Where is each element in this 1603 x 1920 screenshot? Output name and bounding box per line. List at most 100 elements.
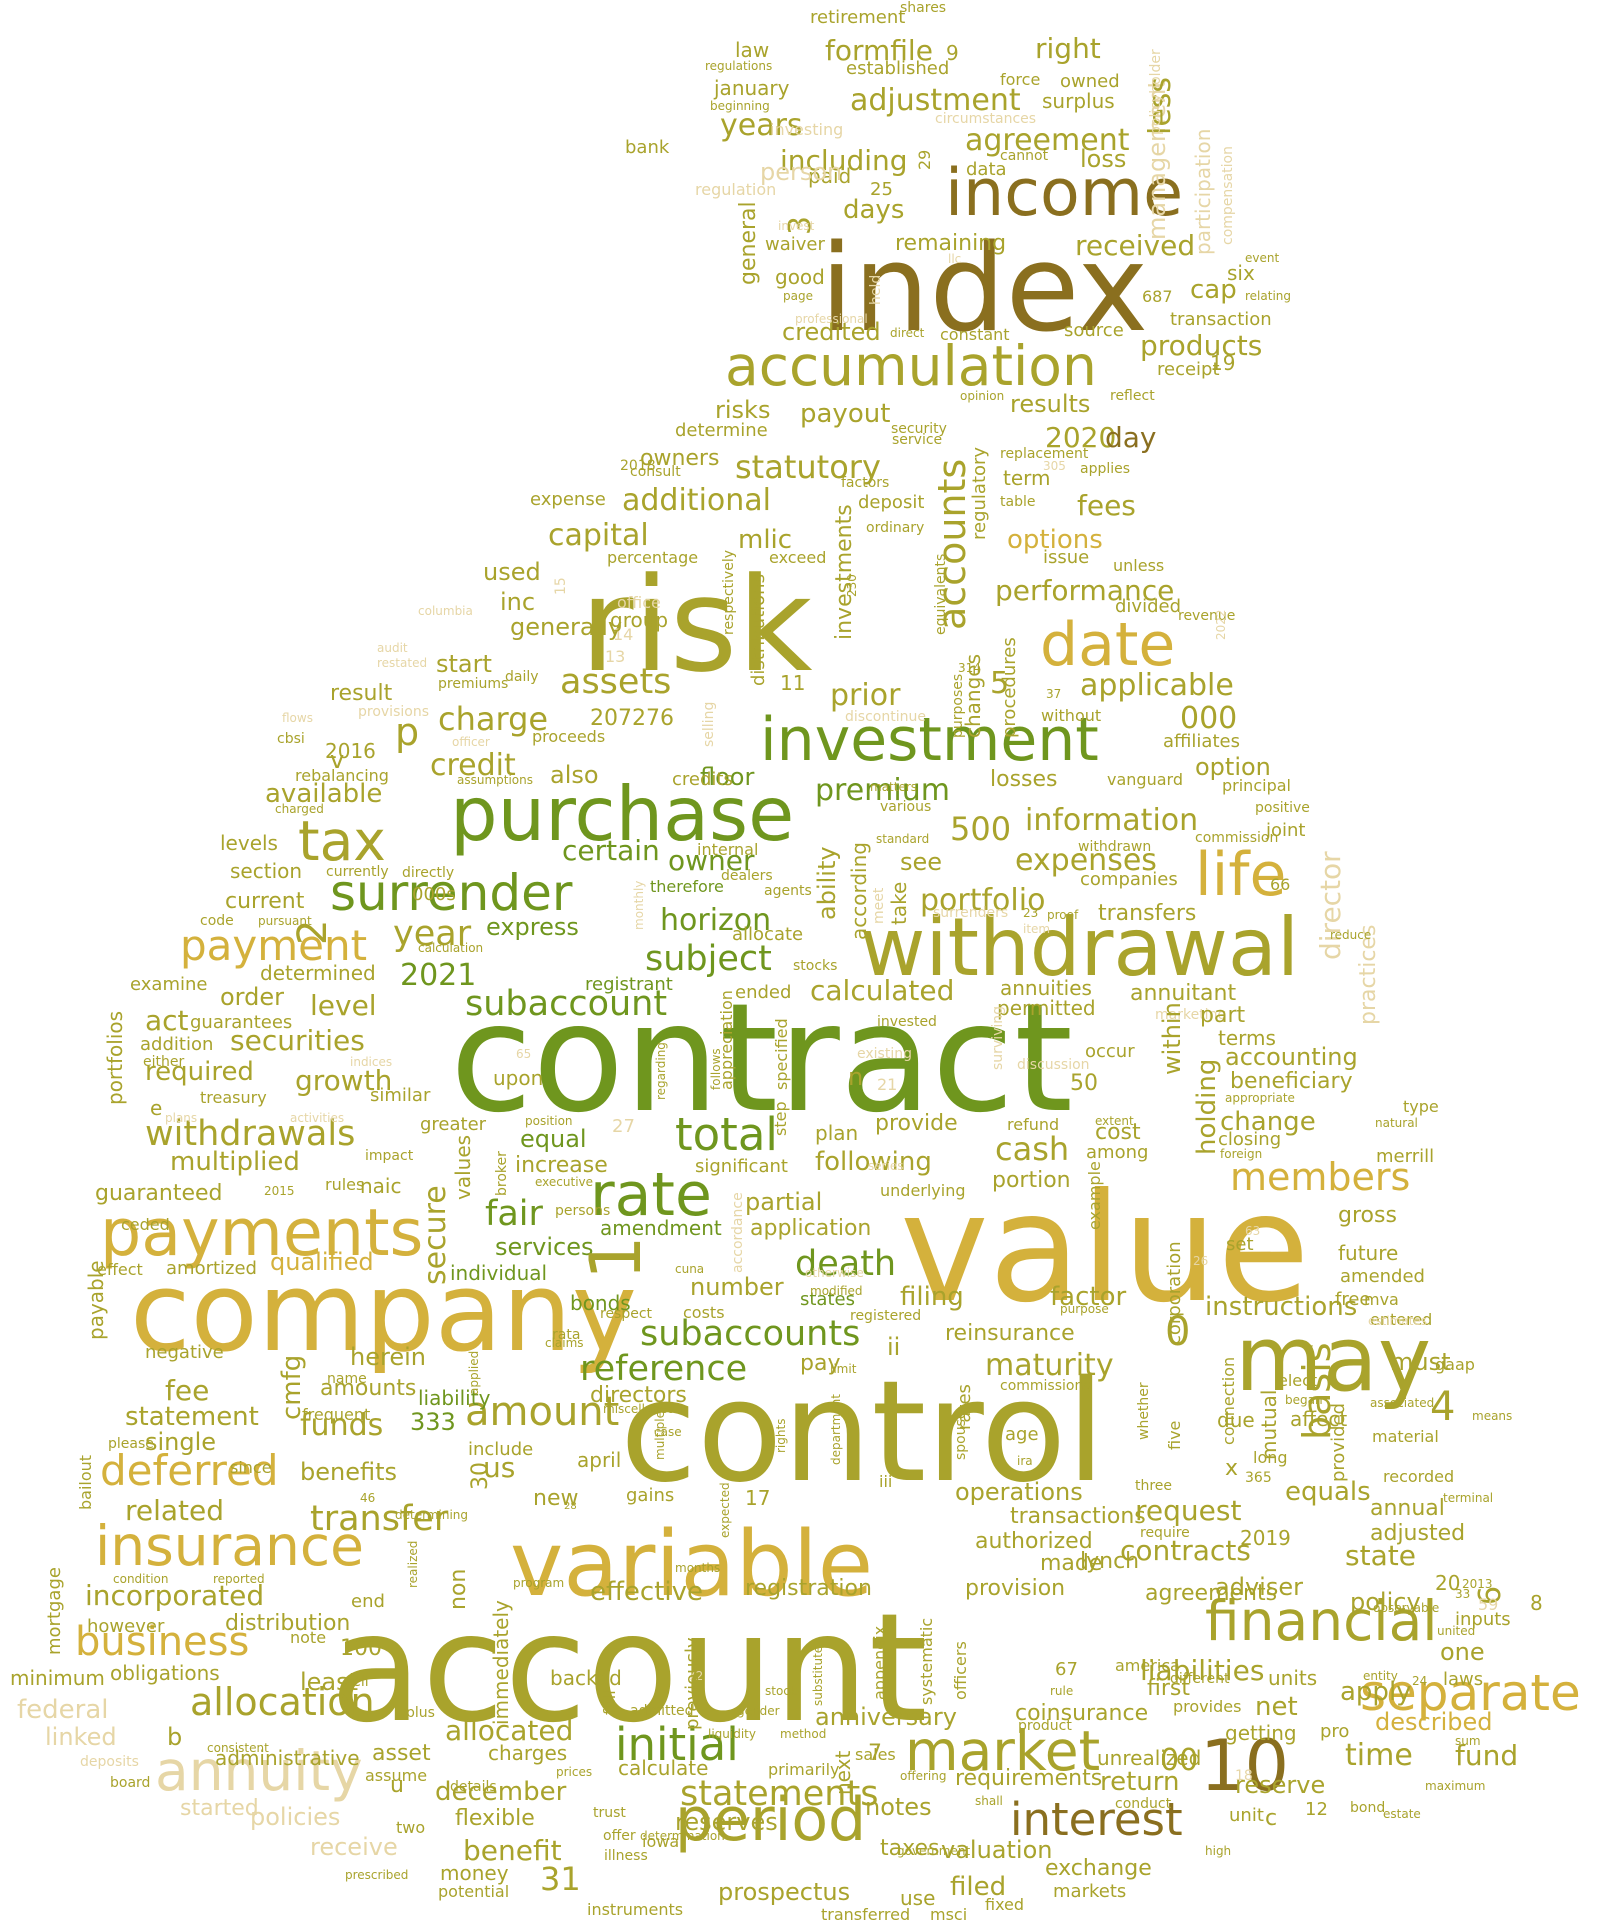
cloud-word: ordinary: [866, 520, 924, 536]
cloud-word: board: [110, 1775, 150, 1791]
cloud-word: act: [145, 1004, 189, 1037]
cloud-word: valuation: [941, 1836, 1052, 1864]
cloud-word: new: [533, 1486, 578, 1511]
cloud-word: foreign: [1220, 1147, 1262, 1161]
cloud-word: inputs: [1455, 1609, 1511, 1630]
cloud-word: maximum: [1425, 1779, 1485, 1793]
cloud-word: deposits: [80, 1754, 139, 1770]
cloud-word: may: [1235, 1307, 1431, 1412]
cloud-word: companies: [1080, 869, 1178, 890]
cloud-word: adjustment: [850, 83, 1021, 118]
cloud-word: full: [600, 1690, 619, 1715]
cloud-word: mutual: [1257, 1390, 1281, 1461]
cloud-word: future: [1338, 1241, 1398, 1265]
cloud-word: corporation: [1164, 1241, 1185, 1345]
cloud-word: policies: [250, 1803, 340, 1831]
cloud-word: including: [780, 144, 908, 177]
cloud-word: 31: [540, 1860, 581, 1898]
cloud-word: selling: [701, 702, 717, 747]
cloud-word: lynch: [1080, 1549, 1139, 1574]
cloud-word: tax: [298, 809, 386, 873]
cloud-word: number: [690, 1273, 784, 1301]
cloud-word: office: [617, 593, 661, 612]
cloud-word: daily: [505, 669, 539, 685]
cloud-word: material: [1372, 1427, 1439, 1446]
cloud-word: elect: [1278, 1371, 1317, 1390]
cloud-word: coinsurance: [1015, 1701, 1148, 1726]
cloud-word: 13: [605, 647, 625, 666]
cloud-word: results: [1010, 390, 1090, 418]
cloud-word: either: [143, 1054, 184, 1070]
cloud-word: agreements: [1145, 1581, 1277, 1606]
cloud-word: 15: [553, 577, 569, 595]
cloud-word: x: [1225, 1456, 1238, 1481]
cloud-word: related: [125, 1494, 224, 1527]
cloud-word: management: [1143, 79, 1171, 240]
cloud-word: time: [1345, 1738, 1413, 1773]
cloud-word: 50: [1070, 1071, 1098, 1096]
cloud-word: company: [130, 1248, 637, 1376]
cloud-word: end: [351, 1591, 385, 1612]
cloud-word: gaap: [1435, 1355, 1475, 1374]
cloud-word: 3: [783, 216, 818, 235]
cloud-word: high: [1205, 1844, 1231, 1858]
cloud-word: trust: [593, 1805, 626, 1821]
cloud-word: claims: [545, 1336, 584, 1350]
cloud-word: money: [440, 1861, 509, 1885]
cloud-word: professional: [795, 312, 868, 326]
cloud-word: registration: [745, 1576, 872, 1601]
cloud-word: unit: [1229, 1805, 1264, 1826]
cloud-word: united: [1437, 1624, 1475, 1638]
cloud-word: mlic: [738, 525, 792, 555]
cloud-word: individual: [450, 1261, 547, 1285]
cloud-word: information: [1025, 803, 1198, 838]
cloud-word: floor: [700, 763, 754, 791]
cloud-word: annuitant: [1130, 981, 1236, 1006]
cloud-word: commission: [1195, 830, 1278, 846]
cloud-word: page: [783, 289, 813, 303]
cloud-word: subaccount: [465, 984, 667, 1024]
cloud-word: owned: [1060, 71, 1120, 92]
cloud-word: must: [1390, 1348, 1451, 1376]
cloud-word: paid: [808, 164, 851, 188]
cloud-word: accumulation: [725, 334, 1097, 398]
cloud-word: option: [1195, 753, 1271, 781]
cloud-word: consistent: [207, 1741, 269, 1755]
cloud-word: 37: [1046, 687, 1061, 701]
cloud-word: divided: [1115, 596, 1181, 617]
cloud-word: terms: [1218, 1026, 1276, 1050]
cloud-word: gross: [1338, 1203, 1397, 1228]
cloud-word: treasury: [200, 1088, 267, 1107]
cloud-word: u: [390, 1773, 404, 1798]
cloud-word: payment: [180, 921, 367, 970]
cloud-word: standard: [876, 832, 929, 846]
cloud-word: generally: [510, 613, 622, 641]
cloud-word: notes: [865, 1793, 932, 1821]
cloud-word: multiple: [653, 1411, 667, 1460]
cloud-word: follows: [709, 1048, 723, 1090]
cloud-word: equals: [1285, 1477, 1371, 1507]
cloud-word: ceded: [121, 1215, 170, 1234]
cloud-word: type: [1403, 1097, 1439, 1116]
cloud-word: 21: [877, 1075, 897, 1094]
cloud-word: horizon: [660, 903, 771, 938]
cloud-word: bailout: [76, 1455, 95, 1510]
cloud-word: 63: [1245, 1224, 1260, 1238]
cloud-word: principal: [1222, 776, 1291, 795]
cloud-word: contracts: [1120, 1534, 1251, 1567]
cloud-word: loss: [1080, 145, 1126, 173]
cloud-word: sell: [345, 1674, 369, 1690]
cloud-word: return: [1100, 1767, 1180, 1797]
cloud-word: flows: [282, 711, 313, 725]
cloud-word: levels: [220, 831, 278, 855]
cloud-word: costs: [683, 1303, 725, 1322]
cloud-word: receive: [310, 1833, 398, 1861]
cloud-word: 6: [1473, 1586, 1508, 1605]
cloud-word: currently: [326, 864, 389, 880]
cloud-word: ability: [813, 846, 841, 920]
cloud-word: discontinue: [845, 709, 926, 725]
cloud-word: year: [393, 914, 472, 954]
cloud-word: without: [1041, 706, 1101, 725]
cloud-word: issue: [1043, 547, 1089, 568]
cloud-word: relating: [1245, 289, 1291, 303]
